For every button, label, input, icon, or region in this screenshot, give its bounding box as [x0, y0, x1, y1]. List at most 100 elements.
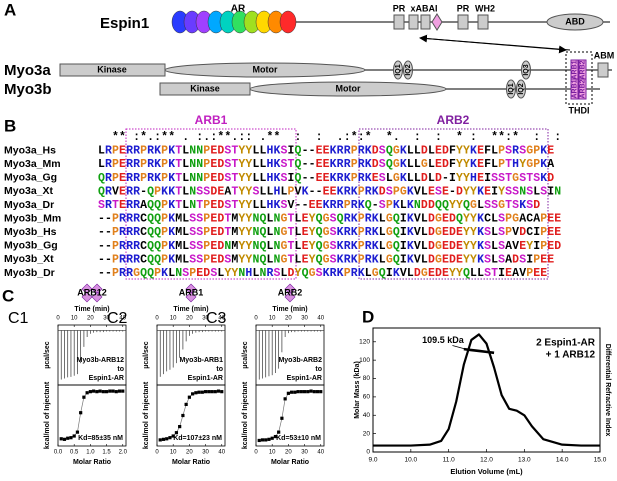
- domain-label: ARB2: [579, 79, 586, 98]
- domain: [521, 60, 531, 80]
- axis-title: kcal/mol of Injectant: [44, 381, 51, 449]
- data-point: [181, 413, 185, 418]
- data-point: [296, 390, 300, 394]
- protein-name: Espin1: [100, 15, 149, 32]
- data-point: [257, 438, 261, 443]
- domain: [393, 60, 403, 80]
- data-point: [72, 434, 76, 438]
- domain-label: PR: [393, 3, 406, 13]
- arb-icon: [185, 291, 197, 303]
- annotation: Myo3b-ARB2: [278, 357, 322, 364]
- data-point: [293, 390, 297, 394]
- tick-label: 14.0: [556, 457, 569, 464]
- sequence: --PRRRCQQPKMLSSPEDNMYYNQLNGTLEYQGSKRKPRK…: [98, 240, 561, 253]
- domain: [516, 79, 526, 99]
- tick-label: 40: [119, 316, 126, 322]
- data-point: [165, 437, 169, 441]
- data-point: [184, 402, 188, 407]
- tick-label: 20: [363, 430, 371, 437]
- data-point: [312, 390, 316, 394]
- panel-c: C C1 ARB12 Time (min) 0 10 20 30 40 0.0 0.5 1.0 1.5…: [2, 283, 325, 466]
- domain-label: IQ1: [395, 64, 402, 75]
- refractive-index-line: [373, 333, 600, 447]
- data-point: [210, 390, 214, 394]
- data-point: [59, 437, 63, 441]
- domain: [164, 62, 366, 78]
- fit-line: [160, 390, 222, 441]
- plot-frame: [156, 384, 226, 447]
- data-point: [121, 389, 125, 393]
- protein-name: Myo3a: [4, 62, 51, 79]
- data-point: [187, 395, 191, 399]
- data-point: [286, 391, 290, 395]
- data-point: [290, 390, 294, 394]
- axis-title: Molar Ratio: [172, 459, 210, 466]
- axis-title: Time (min): [74, 306, 109, 313]
- data-point: [114, 390, 118, 394]
- data-point: [69, 436, 73, 440]
- tick-label: 13.0: [518, 457, 531, 464]
- data-point: [306, 390, 310, 394]
- tick-label: 30: [103, 316, 110, 322]
- tick-label: 0.0: [54, 450, 63, 456]
- panel-label: D: [362, 307, 374, 326]
- protein-name: Myo3b: [4, 81, 52, 98]
- panel-label: C: [2, 286, 14, 305]
- data-point: [267, 437, 271, 441]
- panel-label: A: [4, 0, 16, 19]
- domain-label: Kinase: [190, 83, 220, 93]
- tick-label: 10: [269, 316, 276, 322]
- domain: [457, 14, 469, 30]
- tick-label: 60: [363, 394, 371, 401]
- domain: [393, 14, 405, 30]
- row-name: Myo3a_Hs: [4, 144, 56, 156]
- domain: [546, 13, 604, 31]
- tick-label: 0: [155, 316, 159, 322]
- conservation: ** :*.:** . :.:**.:: .** : : .:*:* *. : …: [112, 131, 561, 144]
- row-name: Myo3a_Xt: [4, 185, 54, 197]
- axis-title: Molar Mass (kDa): [354, 361, 361, 419]
- construct-label: ARB12: [77, 287, 107, 297]
- region-label: ARB1: [195, 113, 228, 127]
- tick-label: 20: [87, 316, 94, 322]
- annotation: to: [216, 366, 223, 373]
- panel-d: D 9.0 10.0 11.0 12.0 13.0 14.0 15.0 0 20 40 60 80 10…: [354, 307, 611, 476]
- axis-title: Molar Ratio: [73, 459, 111, 466]
- domain-label: IQ2: [518, 83, 525, 94]
- domain: [249, 81, 447, 97]
- subpanel-label: C3: [206, 310, 227, 327]
- tick-label: 10: [170, 316, 177, 322]
- data-point: [277, 430, 281, 434]
- sequence: --PRRRCQQPKMLSSPEDTMYYNQLNGTLEYQGSKRKPRK…: [98, 226, 561, 239]
- arb-icon: [284, 291, 296, 303]
- data-point: [283, 397, 287, 401]
- plot-frame: [255, 384, 325, 447]
- ankyrin-repeats: [171, 10, 297, 34]
- domain: [403, 60, 413, 80]
- domain-label: ABD: [565, 16, 585, 26]
- arrow: [419, 37, 567, 54]
- tick-label: 40: [317, 450, 324, 456]
- domain-label: IQ2: [405, 64, 412, 75]
- domain-label: Motor: [336, 83, 361, 93]
- data-point: [203, 390, 208, 394]
- domain: [408, 14, 419, 30]
- plot-frame: [57, 384, 127, 447]
- tick-label: 30: [301, 316, 308, 322]
- domain-label: WH2: [475, 3, 495, 13]
- tick-label: 40: [317, 316, 324, 322]
- kd-label: Kd=85±35 nM: [78, 435, 123, 442]
- data-point: [88, 390, 92, 394]
- row-name: Myo3a_Mm: [4, 158, 61, 170]
- annotation: to: [117, 366, 124, 373]
- data-point: [309, 389, 313, 393]
- domain-label: Motor: [253, 64, 278, 74]
- axis-title: µcal/sec: [143, 341, 150, 368]
- domain: [578, 78, 587, 100]
- data-point: [273, 434, 278, 439]
- tick-label: 20: [285, 316, 292, 322]
- data-point: [216, 389, 221, 393]
- data-point: [302, 390, 307, 394]
- fit-line: [61, 390, 123, 440]
